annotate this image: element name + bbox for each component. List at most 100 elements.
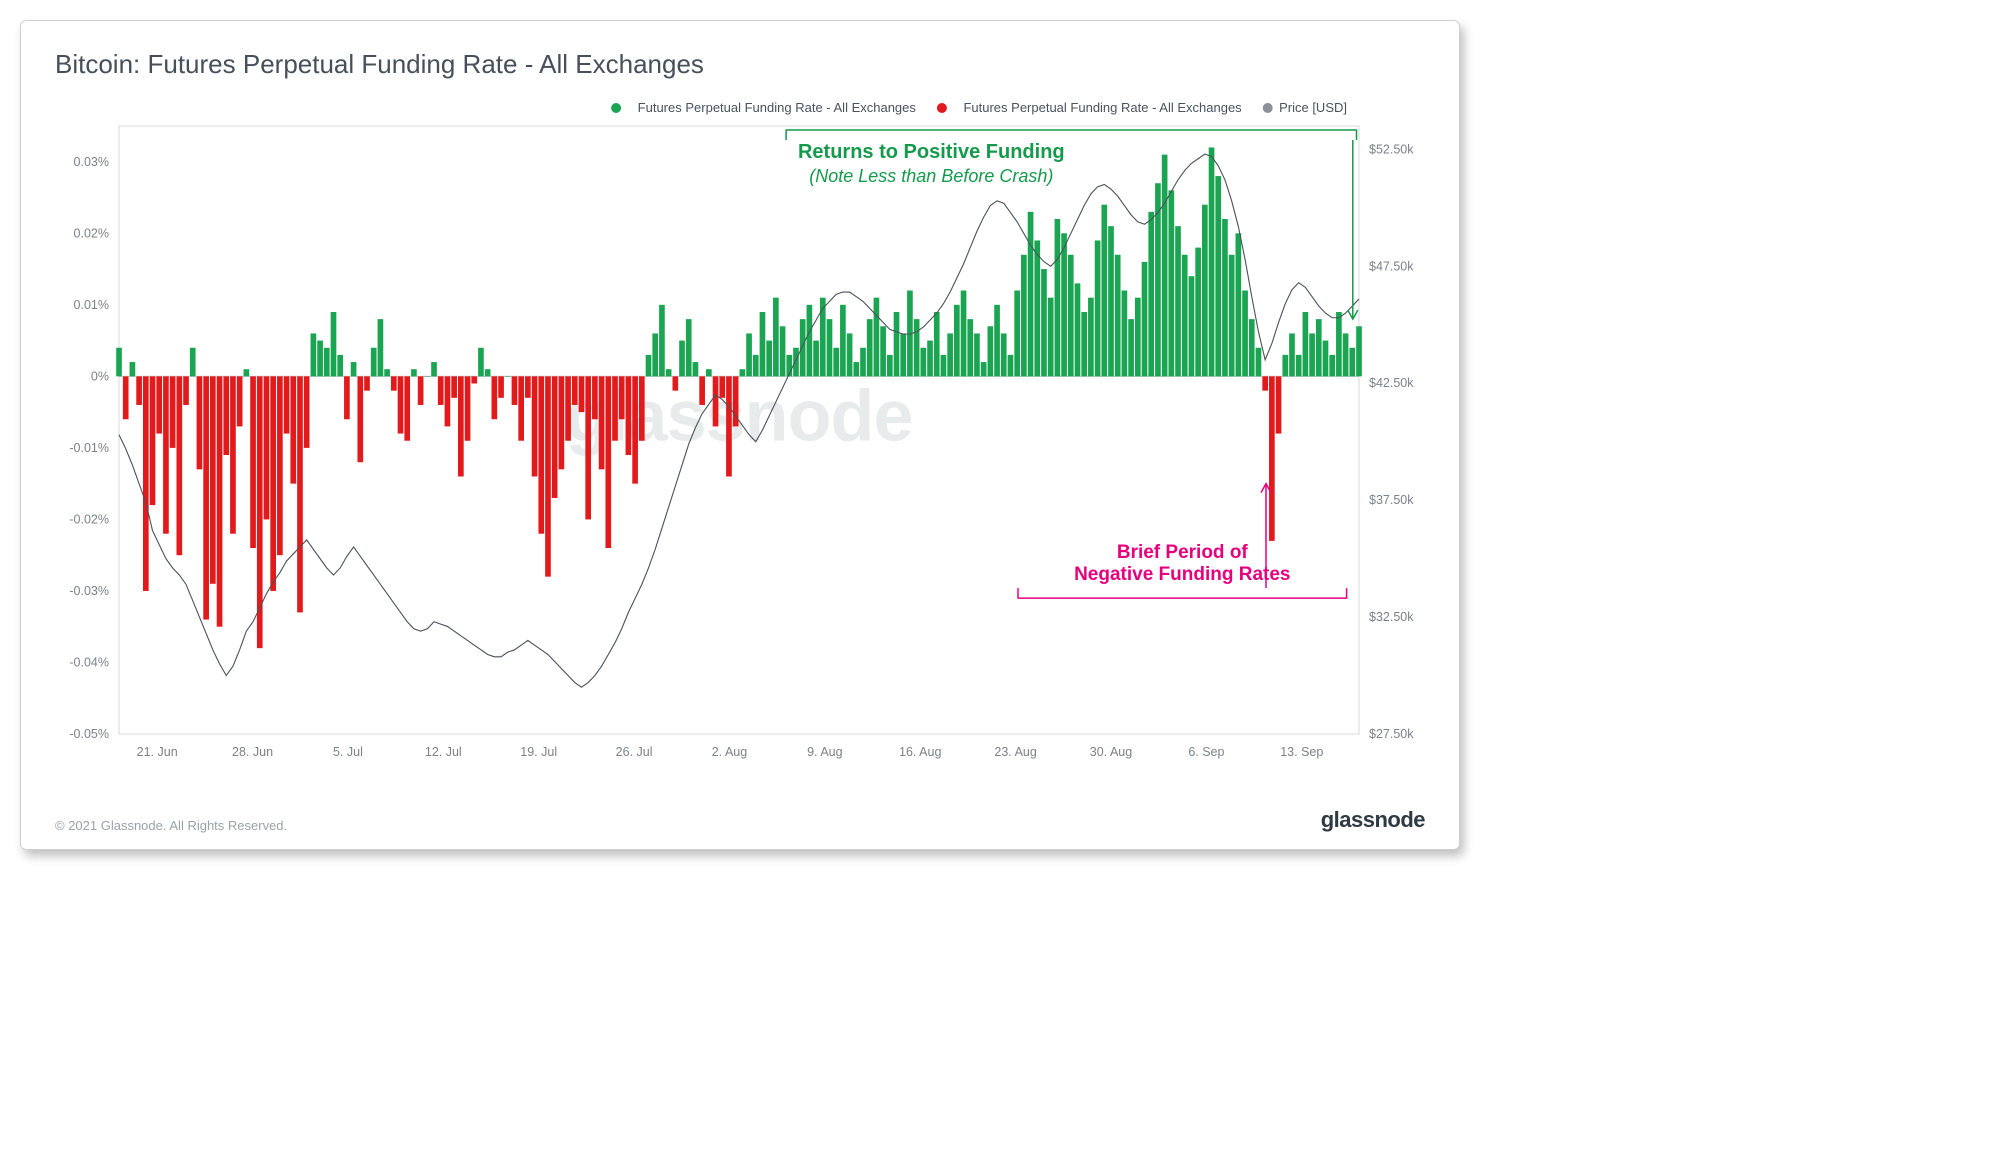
funding-bar: [1122, 291, 1128, 377]
funding-bar: [1282, 355, 1288, 376]
y-right-tick-label: $47.50k: [1369, 259, 1414, 273]
funding-bar: [1048, 298, 1054, 377]
funding-bar: [1135, 298, 1141, 377]
annotation-green-bracket: [786, 130, 1356, 140]
funding-bar: [244, 369, 250, 376]
funding-bar: [1262, 376, 1268, 390]
funding-bar: [552, 376, 558, 498]
funding-bar: [579, 376, 585, 412]
funding-bar: [1041, 269, 1047, 376]
funding-bar: [190, 348, 196, 377]
funding-bar: [699, 376, 705, 405]
funding-bar: [1209, 147, 1215, 376]
funding-bar: [1242, 291, 1248, 377]
y-left-tick-label: -0.02%: [69, 512, 109, 526]
funding-bar: [874, 298, 880, 377]
funding-bar: [833, 348, 839, 377]
funding-bar: [1222, 219, 1228, 376]
legend-pos-dot: [611, 103, 621, 113]
funding-bar: [130, 362, 136, 376]
funding-bar: [203, 376, 209, 619]
x-tick-label: 9. Aug: [807, 745, 842, 759]
funding-bar: [1202, 205, 1208, 377]
funding-bar: [492, 376, 498, 419]
funding-bar: [713, 376, 719, 426]
funding-bar: [659, 305, 665, 377]
funding-bar: [565, 376, 571, 440]
funding-bar: [793, 348, 799, 377]
y-left-tick-label: -0.03%: [69, 584, 109, 598]
funding-bar: [270, 376, 276, 591]
funding-bar: [1356, 326, 1362, 376]
funding-bar: [853, 362, 859, 376]
funding-bar: [290, 376, 296, 483]
funding-bar: [572, 376, 578, 405]
funding-bar: [411, 369, 417, 376]
funding-bar: [639, 376, 645, 440]
funding-bar: [217, 376, 223, 626]
annotation-green-title: Returns to Positive Funding: [798, 141, 1065, 163]
funding-bar: [1343, 333, 1349, 376]
x-tick-label: 21. Jun: [137, 745, 178, 759]
footer: © 2021 Glassnode. All Rights Reserved. g…: [55, 807, 1425, 833]
funding-bar: [1008, 355, 1014, 376]
funding-bar: [559, 376, 565, 469]
funding-bar: [827, 319, 833, 376]
funding-bar: [210, 376, 216, 583]
x-tick-label: 30. Aug: [1090, 745, 1132, 759]
funding-bar: [1148, 212, 1154, 377]
funding-bar: [760, 312, 766, 376]
funding-bar: [545, 376, 551, 576]
funding-bar: [880, 326, 886, 376]
funding-bar: [1014, 291, 1020, 377]
funding-bar: [1128, 319, 1134, 376]
funding-bar: [753, 355, 759, 376]
funding-bar: [250, 376, 256, 548]
funding-bar: [170, 376, 176, 448]
funding-bar: [123, 376, 129, 419]
funding-bar: [1236, 233, 1242, 376]
y-right-tick-label: $27.50k: [1369, 727, 1414, 741]
funding-bar: [1215, 176, 1221, 376]
funding-bar: [900, 333, 906, 376]
funding-bar: [967, 319, 973, 376]
funding-bar: [143, 376, 149, 591]
funding-bar: [726, 376, 732, 476]
funding-bar: [894, 312, 900, 376]
funding-bar: [1001, 333, 1007, 376]
funding-bar: [1189, 276, 1195, 376]
funding-bar: [920, 348, 926, 377]
funding-bar: [485, 369, 491, 376]
funding-bar: [418, 376, 424, 405]
y-left-tick-label: -0.01%: [69, 441, 109, 455]
funding-bar: [780, 326, 786, 376]
funding-bar: [867, 319, 873, 376]
x-tick-label: 2. Aug: [712, 745, 747, 759]
funding-bar: [914, 319, 920, 376]
funding-bar: [304, 376, 310, 448]
brand-logo: glassnode: [1321, 807, 1425, 833]
funding-bar: [941, 355, 947, 376]
funding-bar: [398, 376, 404, 433]
funding-bar: [512, 376, 518, 405]
funding-bar: [1276, 376, 1282, 433]
x-tick-label: 16. Aug: [899, 745, 941, 759]
funding-bar: [1168, 190, 1174, 376]
funding-bar: [887, 355, 893, 376]
funding-bar: [264, 376, 270, 519]
funding-bar: [961, 291, 967, 377]
funding-bar: [1142, 262, 1148, 376]
funding-bar: [1249, 319, 1255, 376]
funding-bar: [927, 341, 933, 377]
funding-bar: [632, 376, 638, 483]
y-right-tick-label: $52.50k: [1369, 142, 1414, 156]
y-left-tick-label: 0%: [91, 369, 109, 383]
funding-bar: [277, 376, 283, 555]
x-tick-label: 13. Sep: [1280, 745, 1323, 759]
funding-bar: [619, 376, 625, 419]
funding-bar: [357, 376, 363, 462]
funding-bar: [599, 376, 605, 469]
funding-bar: [284, 376, 290, 433]
x-tick-label: 6. Sep: [1188, 745, 1224, 759]
funding-bar: [378, 319, 384, 376]
